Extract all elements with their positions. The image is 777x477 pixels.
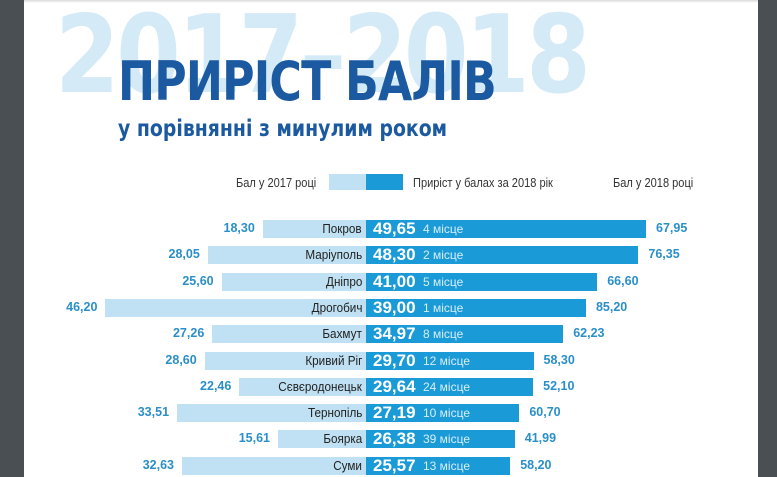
score-2018-label: 85,20	[595, 299, 628, 314]
score-2017-label: 18,30	[223, 221, 255, 235]
score-2018-label: 66,60	[607, 273, 639, 288]
chart-row: 22,46 Сєвєродонецьк 29,64 24 місце 52,10	[24, 376, 758, 396]
gain-value: 25,57	[373, 455, 416, 475]
rank-place: 12 місце	[423, 353, 471, 368]
bar-gain-2018: 48,30 2 місце	[366, 245, 639, 265]
bar-2017: Тернопіль	[177, 404, 366, 423]
rank-place: 8 місце	[423, 327, 464, 342]
city-name: Дрогобич	[311, 299, 362, 315]
legend-swatch-gain	[366, 174, 403, 190]
chart-row: 27,26 Бахмут 34,97 8 місце 62,23	[24, 324, 758, 344]
infographic-page: 2017–2018 ПРИРІСТ БАЛІВ у порівнянні з м…	[24, 0, 758, 477]
bar-gain-2018: 49,65 4 місце	[366, 219, 647, 238]
score-2017-label: 27,26	[172, 326, 205, 341]
city-name: Тернопіль	[307, 405, 362, 421]
gain-value: 49,65	[373, 219, 416, 238]
page-title: ПРИРІСТ БАЛІВ	[118, 50, 497, 113]
chart-row: 32,63 Суми 25,57 13 місце 58,20	[24, 455, 758, 475]
city-name: Дніпро	[325, 273, 362, 289]
page-subtitle: у порівнянні з минулим роком	[118, 116, 448, 142]
background-year-text: 2017–2018	[55, 0, 591, 118]
bar-2017: Кривий Ріг	[204, 351, 366, 370]
gain-value: 41,00	[373, 271, 416, 291]
score-2017-label: 33,51	[137, 405, 170, 420]
score-2017-label: 25,60	[182, 273, 214, 288]
bar-gain-2018: 39,00 1 місце	[366, 297, 586, 317]
chart-row: 25,60 Дніпро 41,00 5 місце 66,60	[24, 271, 758, 291]
bar-gain-2018: 34,97 8 місце	[366, 324, 564, 344]
bar-2017: Дрогобич	[105, 298, 366, 317]
bar-gain-2018: 29,64 24 місце	[366, 376, 534, 396]
city-name: Бахмут	[322, 326, 362, 342]
city-name: Маріуполь	[305, 247, 362, 263]
gain-value: 34,97	[373, 324, 416, 344]
bar-gain-2018: 26,38 39 місце	[366, 429, 515, 449]
chart-row: 46,20 Дрогобич 39,00 1 місце 85,20	[24, 297, 758, 317]
rank-place: 13 місце	[423, 458, 471, 473]
rank-place: 39 місце	[423, 432, 471, 447]
rank-place: 10 місце	[423, 406, 471, 421]
bar-2017: Бахмут	[212, 325, 366, 344]
gain-value: 26,38	[373, 429, 416, 449]
score-2017-label: 46,20	[66, 299, 98, 314]
chart-row: 15,61 Боярка 26,38 39 місце 41,99	[24, 429, 758, 449]
score-2017-label: 28,05	[168, 247, 200, 262]
legend-label-2018: Бал у 2018 році	[613, 175, 694, 190]
bar-2017: Покров	[262, 220, 366, 238]
gain-value: 29,64	[373, 376, 416, 396]
score-2018-label: 62,23	[573, 326, 605, 341]
city-name: Боярка	[323, 431, 362, 447]
bar-gain-2018: 41,00 5 місце	[366, 271, 598, 291]
page-top-shadow	[24, 0, 758, 3]
bar-gain-2018: 25,57 13 місце	[366, 455, 511, 475]
bar-2017: Суми	[181, 456, 366, 475]
rank-place: 5 місце	[423, 274, 464, 289]
bar-2017: Боярка	[277, 430, 366, 449]
rank-place: 24 місце	[423, 379, 471, 394]
bar-2017: Сєвєродонецьк	[239, 377, 366, 396]
rank-place: 1 місце	[423, 300, 464, 315]
score-2018-label: 58,30	[543, 352, 575, 367]
score-2018-label: 52,10	[543, 378, 575, 393]
city-name: Покров	[322, 221, 362, 236]
bar-2017: Дніпро	[221, 272, 366, 291]
city-name: Суми	[333, 457, 362, 473]
rank-place: 2 місце	[423, 248, 464, 263]
gain-value: 48,30	[373, 245, 416, 265]
bar-gain-2018: 27,19 10 місце	[366, 403, 520, 423]
bar-2017: Маріуполь	[207, 246, 366, 265]
bar-gain-2018: 29,70 12 місце	[366, 350, 534, 370]
score-2017-label: 15,61	[238, 431, 270, 446]
chart-row: 33,51 Тернопіль 27,19 10 місце 60,70	[24, 403, 758, 423]
score-2017-label: 32,63	[142, 457, 174, 472]
score-2018-label: 76,35	[648, 247, 680, 262]
score-2018-label: 60,70	[529, 405, 561, 420]
gain-value: 29,70	[373, 350, 416, 370]
score-2017-label: 28,60	[165, 352, 197, 367]
rank-place: 4 місце	[423, 222, 464, 236]
legend-label-2017: Бал у 2017 році	[236, 175, 317, 190]
chart-row: 18,30 Покров 49,65 4 місце 67,95	[24, 219, 758, 238]
score-2017-label: 22,46	[200, 378, 232, 393]
score-2018-label: 67,95	[656, 221, 688, 235]
legend-swatch-2017	[329, 174, 366, 190]
gain-value: 39,00	[373, 297, 416, 317]
city-name: Сєвєродонецьк	[278, 378, 362, 394]
gain-value: 27,19	[373, 403, 416, 423]
chart-row: 28,05 Маріуполь 48,30 2 місце 76,35	[24, 245, 758, 265]
chart-row: 28,60 Кривий Ріг 29,70 12 місце 58,30	[24, 350, 758, 370]
score-2018-label: 41,99	[524, 431, 557, 446]
score-2018-label: 58,20	[520, 457, 552, 472]
legend-label-gain: Приріст у балах за 2018 рік	[413, 175, 553, 190]
city-name: Кривий Ріг	[304, 352, 362, 368]
